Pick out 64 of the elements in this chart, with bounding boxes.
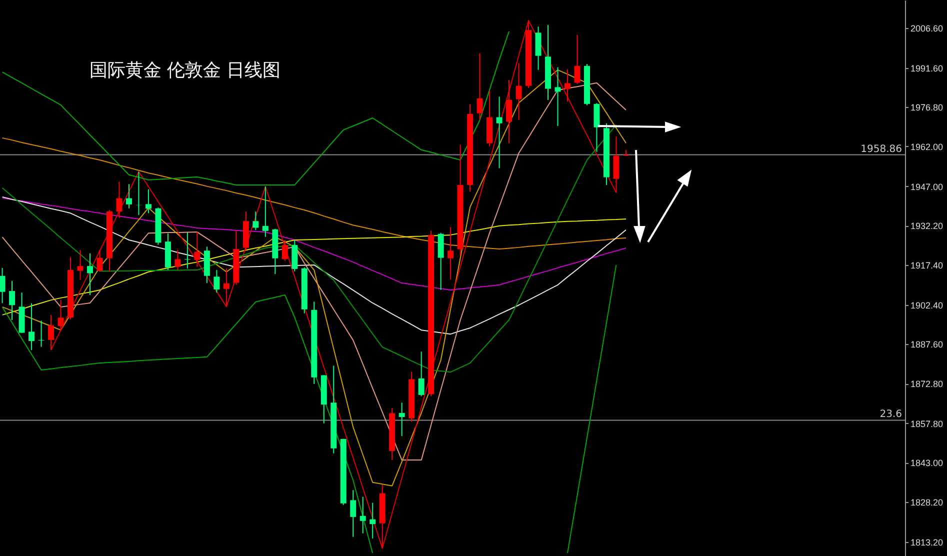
candlestick [38, 320, 44, 348]
y-tick-label: 1843.00 [910, 458, 944, 468]
candlestick [418, 351, 424, 397]
candlestick [145, 188, 152, 214]
candlestick [223, 268, 230, 308]
candlestick [506, 80, 512, 144]
candlestick [535, 26, 542, 70]
candlestick [58, 300, 64, 330]
y-tick-label: 1932.20 [910, 221, 944, 232]
y-tick-label: 1887.60 [910, 340, 944, 350]
line-series [2, 294, 374, 554]
candlestick [370, 502, 376, 539]
y-tick-label: 1857.80 [910, 418, 944, 429]
candlestick [9, 280, 16, 320]
candlestick [292, 239, 298, 272]
line-series [2, 198, 626, 290]
candlestick [262, 186, 268, 238]
y-tick-label: 1976.80 [910, 102, 944, 113]
candlestick [613, 136, 620, 194]
y-tick-label: 1917.40 [910, 260, 944, 270]
candlestick [516, 62, 522, 120]
candlestick [77, 250, 84, 280]
y-tick-label: 1902.40 [910, 300, 944, 310]
text: 国际黄金 伦敦金 日线图 [89, 60, 281, 81]
candlestick [398, 402, 405, 437]
candlestick [87, 252, 94, 296]
candlestick [574, 34, 580, 84]
line-series [50, 20, 617, 549]
y-tick-label: 1813.20 [910, 537, 944, 548]
annotation: 23.6 [880, 409, 902, 420]
line-series [2, 124, 617, 373]
candlestick [438, 232, 444, 290]
candlestick [554, 66, 561, 126]
candlestick [48, 314, 54, 351]
candlestick [126, 184, 132, 209]
candlestick [174, 250, 181, 271]
candlestick [282, 239, 288, 262]
candlestick [0, 267, 6, 304]
candlestick [28, 302, 35, 351]
candlestick [360, 496, 366, 534]
y-tick-label: 1947.00 [910, 182, 944, 192]
candlestick [194, 231, 200, 268]
candlestick [214, 270, 220, 294]
line-series [2, 137, 626, 250]
y-tick-label: 1828.20 [910, 498, 944, 508]
candlestick [116, 181, 122, 218]
candlestick [594, 102, 600, 152]
line-series [2, 196, 626, 335]
candlestick [448, 226, 454, 280]
line-series [567, 264, 617, 554]
y-tick-label: 1962.00 [910, 142, 944, 152]
candlestick [252, 211, 259, 231]
line-series [2, 30, 510, 186]
candlestick [476, 52, 483, 120]
line-series [2, 218, 626, 316]
candlestick [96, 250, 103, 272]
y-tick-label: 1872.80 [910, 379, 944, 390]
candlestick [564, 68, 571, 102]
candlestick [184, 232, 190, 269]
ref-line-label: 1958.86 [860, 144, 902, 155]
y-tick-label: 1991.60 [910, 63, 944, 74]
candlestick [496, 96, 502, 169]
candlestick [350, 490, 356, 538]
y-tick-label: 2006.60 [910, 23, 944, 34]
